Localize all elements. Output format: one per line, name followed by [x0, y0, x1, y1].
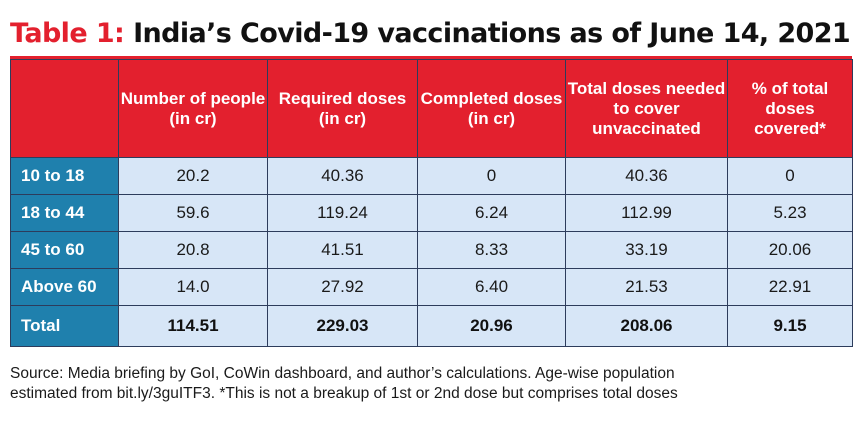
cell-percent-covered: 20.06	[727, 231, 853, 269]
cell-percent-covered: 22.91	[727, 268, 853, 306]
total-row: Total 114.51 229.03 20.96 208.06 9.15	[10, 305, 853, 347]
cell-percent-covered: 5.23	[727, 194, 853, 232]
cell-total-doses-needed: 40.36	[565, 157, 728, 195]
table-row: 45 to 60 20.8 41.51 8.33 33.19 20.06	[10, 231, 853, 269]
total-percent-covered: 9.15	[727, 305, 853, 347]
row-label: Above 60	[10, 268, 119, 306]
table-row: 10 to 18 20.2 40.36 0 40.36 0	[10, 157, 853, 195]
row-label: 45 to 60	[10, 231, 119, 269]
header-number-of-people: Number of people (in cr)	[118, 59, 268, 158]
table-title-text: India’s Covid-19 vaccinations as of June…	[133, 18, 851, 49]
row-label: 18 to 44	[10, 194, 119, 232]
source-line-1: Source: Media briefing by GoI, CoWin das…	[10, 365, 675, 382]
cell-number-of-people: 20.8	[118, 231, 268, 269]
cell-number-of-people: 20.2	[118, 157, 268, 195]
cell-total-doses-needed: 33.19	[565, 231, 728, 269]
vaccination-table: Number of people (in cr) Required doses …	[10, 59, 853, 347]
cell-percent-covered: 0	[727, 157, 853, 195]
source-line-2: estimated from bit.ly/3guITF3. *This is …	[10, 385, 678, 402]
total-completed-doses: 20.96	[417, 305, 566, 347]
cell-number-of-people: 59.6	[118, 194, 268, 232]
table-row: 18 to 44 59.6 119.24 6.24 112.99 5.23	[10, 194, 853, 232]
cell-completed-doses: 6.40	[417, 268, 566, 306]
cell-total-doses-needed: 21.53	[565, 268, 728, 306]
cell-total-doses-needed: 112.99	[565, 194, 728, 232]
cell-completed-doses: 8.33	[417, 231, 566, 269]
total-number-of-people: 114.51	[118, 305, 268, 347]
header-total-doses-needed: Total doses needed to cover unvaccinated	[565, 59, 728, 158]
table-row: Above 60 14.0 27.92 6.40 21.53 22.91	[10, 268, 853, 306]
total-label: Total	[10, 305, 119, 347]
title-divider	[10, 56, 852, 59]
cell-number-of-people: 14.0	[118, 268, 268, 306]
total-required-doses: 229.03	[267, 305, 418, 347]
header-row: Number of people (in cr) Required doses …	[10, 59, 853, 158]
total-doses-needed: 208.06	[565, 305, 728, 347]
row-label: 10 to 18	[10, 157, 119, 195]
table-title: Table 1: India’s Covid-19 vaccinations a…	[10, 14, 851, 54]
cell-completed-doses: 6.24	[417, 194, 566, 232]
header-completed-doses: Completed doses (in cr)	[417, 59, 566, 158]
header-required-doses: Required doses (in cr)	[267, 59, 418, 158]
cell-required-doses: 27.92	[267, 268, 418, 306]
cell-required-doses: 119.24	[267, 194, 418, 232]
cell-required-doses: 41.51	[267, 231, 418, 269]
cell-required-doses: 40.36	[267, 157, 418, 195]
header-cell-empty	[10, 59, 119, 158]
cell-completed-doses: 0	[417, 157, 566, 195]
source-note: Source: Media briefing by GoI, CoWin das…	[10, 364, 855, 404]
header-percent-covered: % of total doses covered*	[727, 59, 853, 158]
table-number-label: Table 1:	[10, 18, 125, 49]
